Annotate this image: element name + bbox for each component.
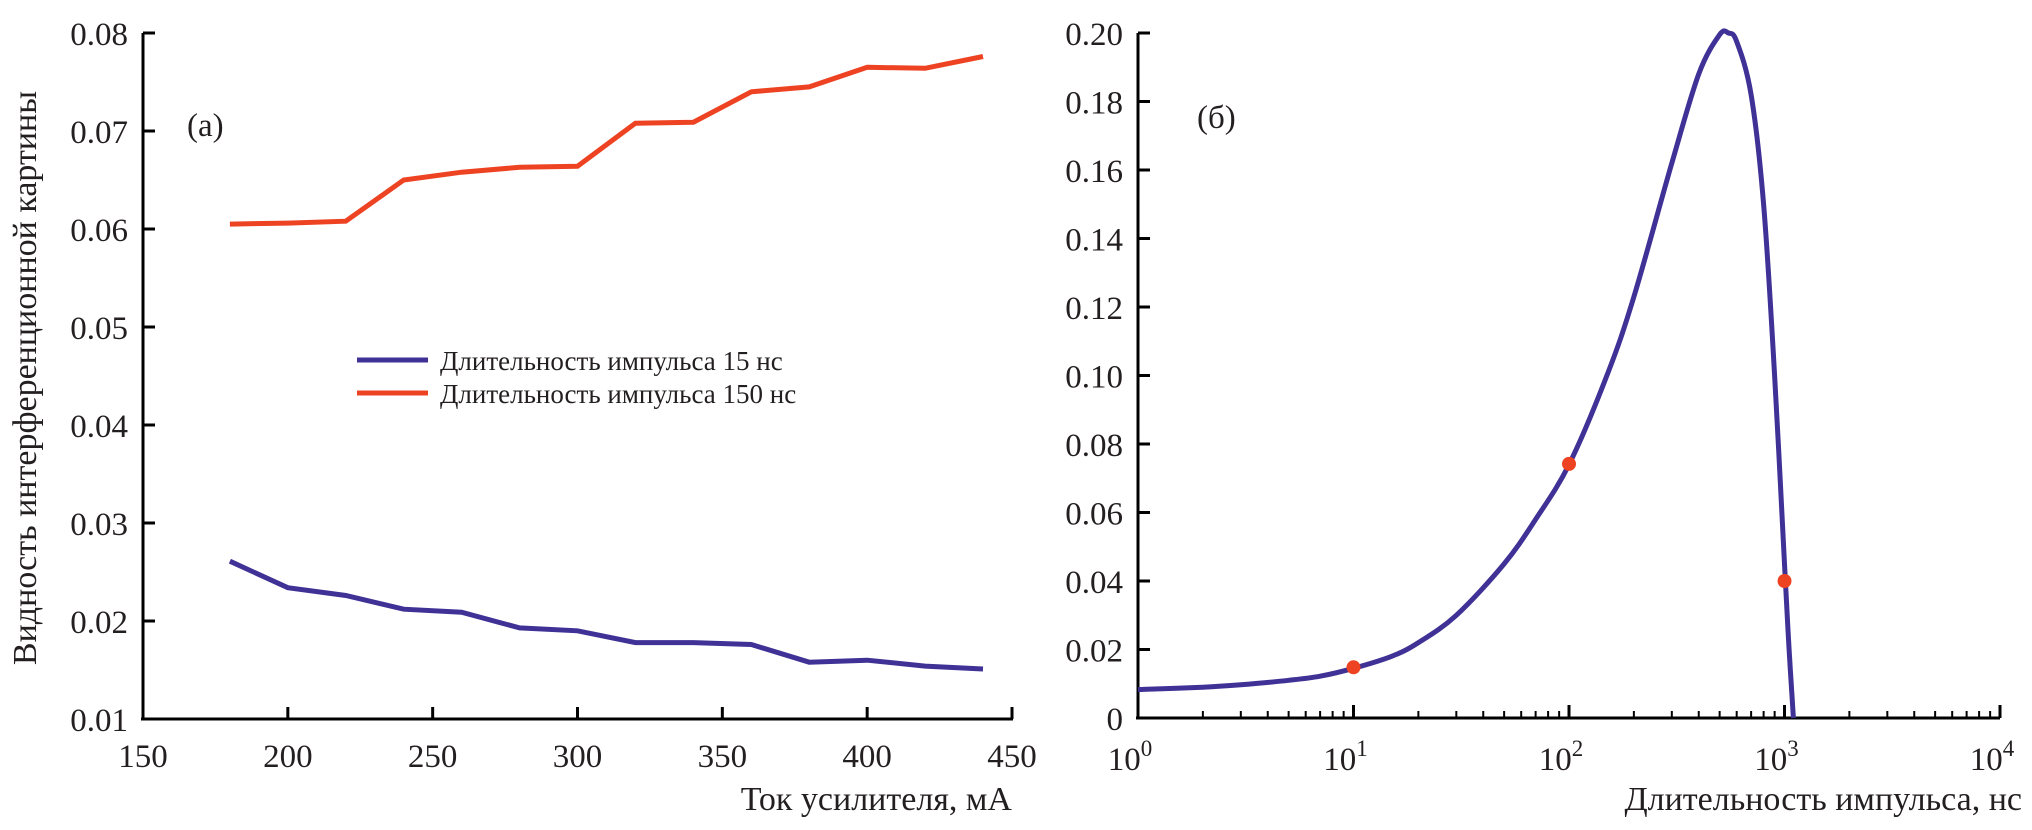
x-tick-label: 100 [1108,736,1153,778]
y-tick-label: 0.04 [70,409,128,445]
measured-point [1562,456,1576,471]
x-tick-label: 350 [698,739,748,775]
measured-point [1777,574,1792,588]
legend-label-15ns: Длительность импульса 15 нс [440,346,783,376]
x-tick-label: 200 [263,739,313,775]
panel-a-label: (a) [187,108,224,144]
x-tick-label: 300 [553,739,603,775]
panel-b-chart: (б) 0 0.02 0.04 0.06 0.08 0.10 0.12 0.14 0.16 0.1… [1065,17,2022,818]
x-tick-label: 150 [118,739,168,775]
y-tick-label: 0.10 [1065,360,1123,396]
panel-a-xlabel: Ток усилителя, мА [741,781,1013,818]
x-tick-label: 101 [1323,736,1368,778]
model-curve [1137,28,1796,719]
series-line-150ns [229,54,984,227]
y-tick-label: 0.05 [70,311,128,347]
y-tick-label: 0.03 [70,507,128,543]
x-tick-label: 450 [987,739,1037,775]
y-tick-label: 0.12 [1065,291,1123,327]
y-tick-label: 0.14 [1065,223,1123,259]
y-tick-label: 0.08 [70,17,128,53]
panel-a-ylabel: Видность интерференционной картины [7,91,44,665]
measured-point [1346,660,1361,675]
x-tick-label: 250 [408,739,458,775]
y-tick-label: 0 [1107,702,1124,738]
panel-a-chart: Видность интерференционной картины (a) 0… [7,17,1037,818]
y-tick-label: 0.06 [1065,497,1123,533]
y-tick-label: 0.02 [70,605,128,641]
y-tick-label: 0.07 [70,115,128,151]
legend: Длительность импульса 15 нс Длительность… [357,346,796,409]
y-tick-label: 0.06 [70,213,128,249]
y-tick-label: 0.16 [1065,154,1123,190]
x-tick-label: 103 [1754,736,1799,778]
legend-label-150ns: Длительность импульса 150 нс [440,379,796,409]
y-tick-label: 0.20 [1065,17,1123,53]
x-tick-label: 104 [1970,736,2015,778]
x-tick-label: 400 [842,739,892,775]
y-tick-label: 0.18 [1065,86,1123,122]
series-line-15ns [228,558,984,672]
y-tick-label: 0.02 [1065,634,1123,670]
panel-b-xlabel: Длительность импульса, нс [1624,781,2022,818]
panel-b-label: (б) [1197,100,1236,136]
y-tick-label: 0.01 [70,703,128,739]
y-tick-label: 0.04 [1065,565,1123,601]
y-tick-label: 0.08 [1065,428,1123,464]
x-tick-label: 102 [1539,736,1584,778]
